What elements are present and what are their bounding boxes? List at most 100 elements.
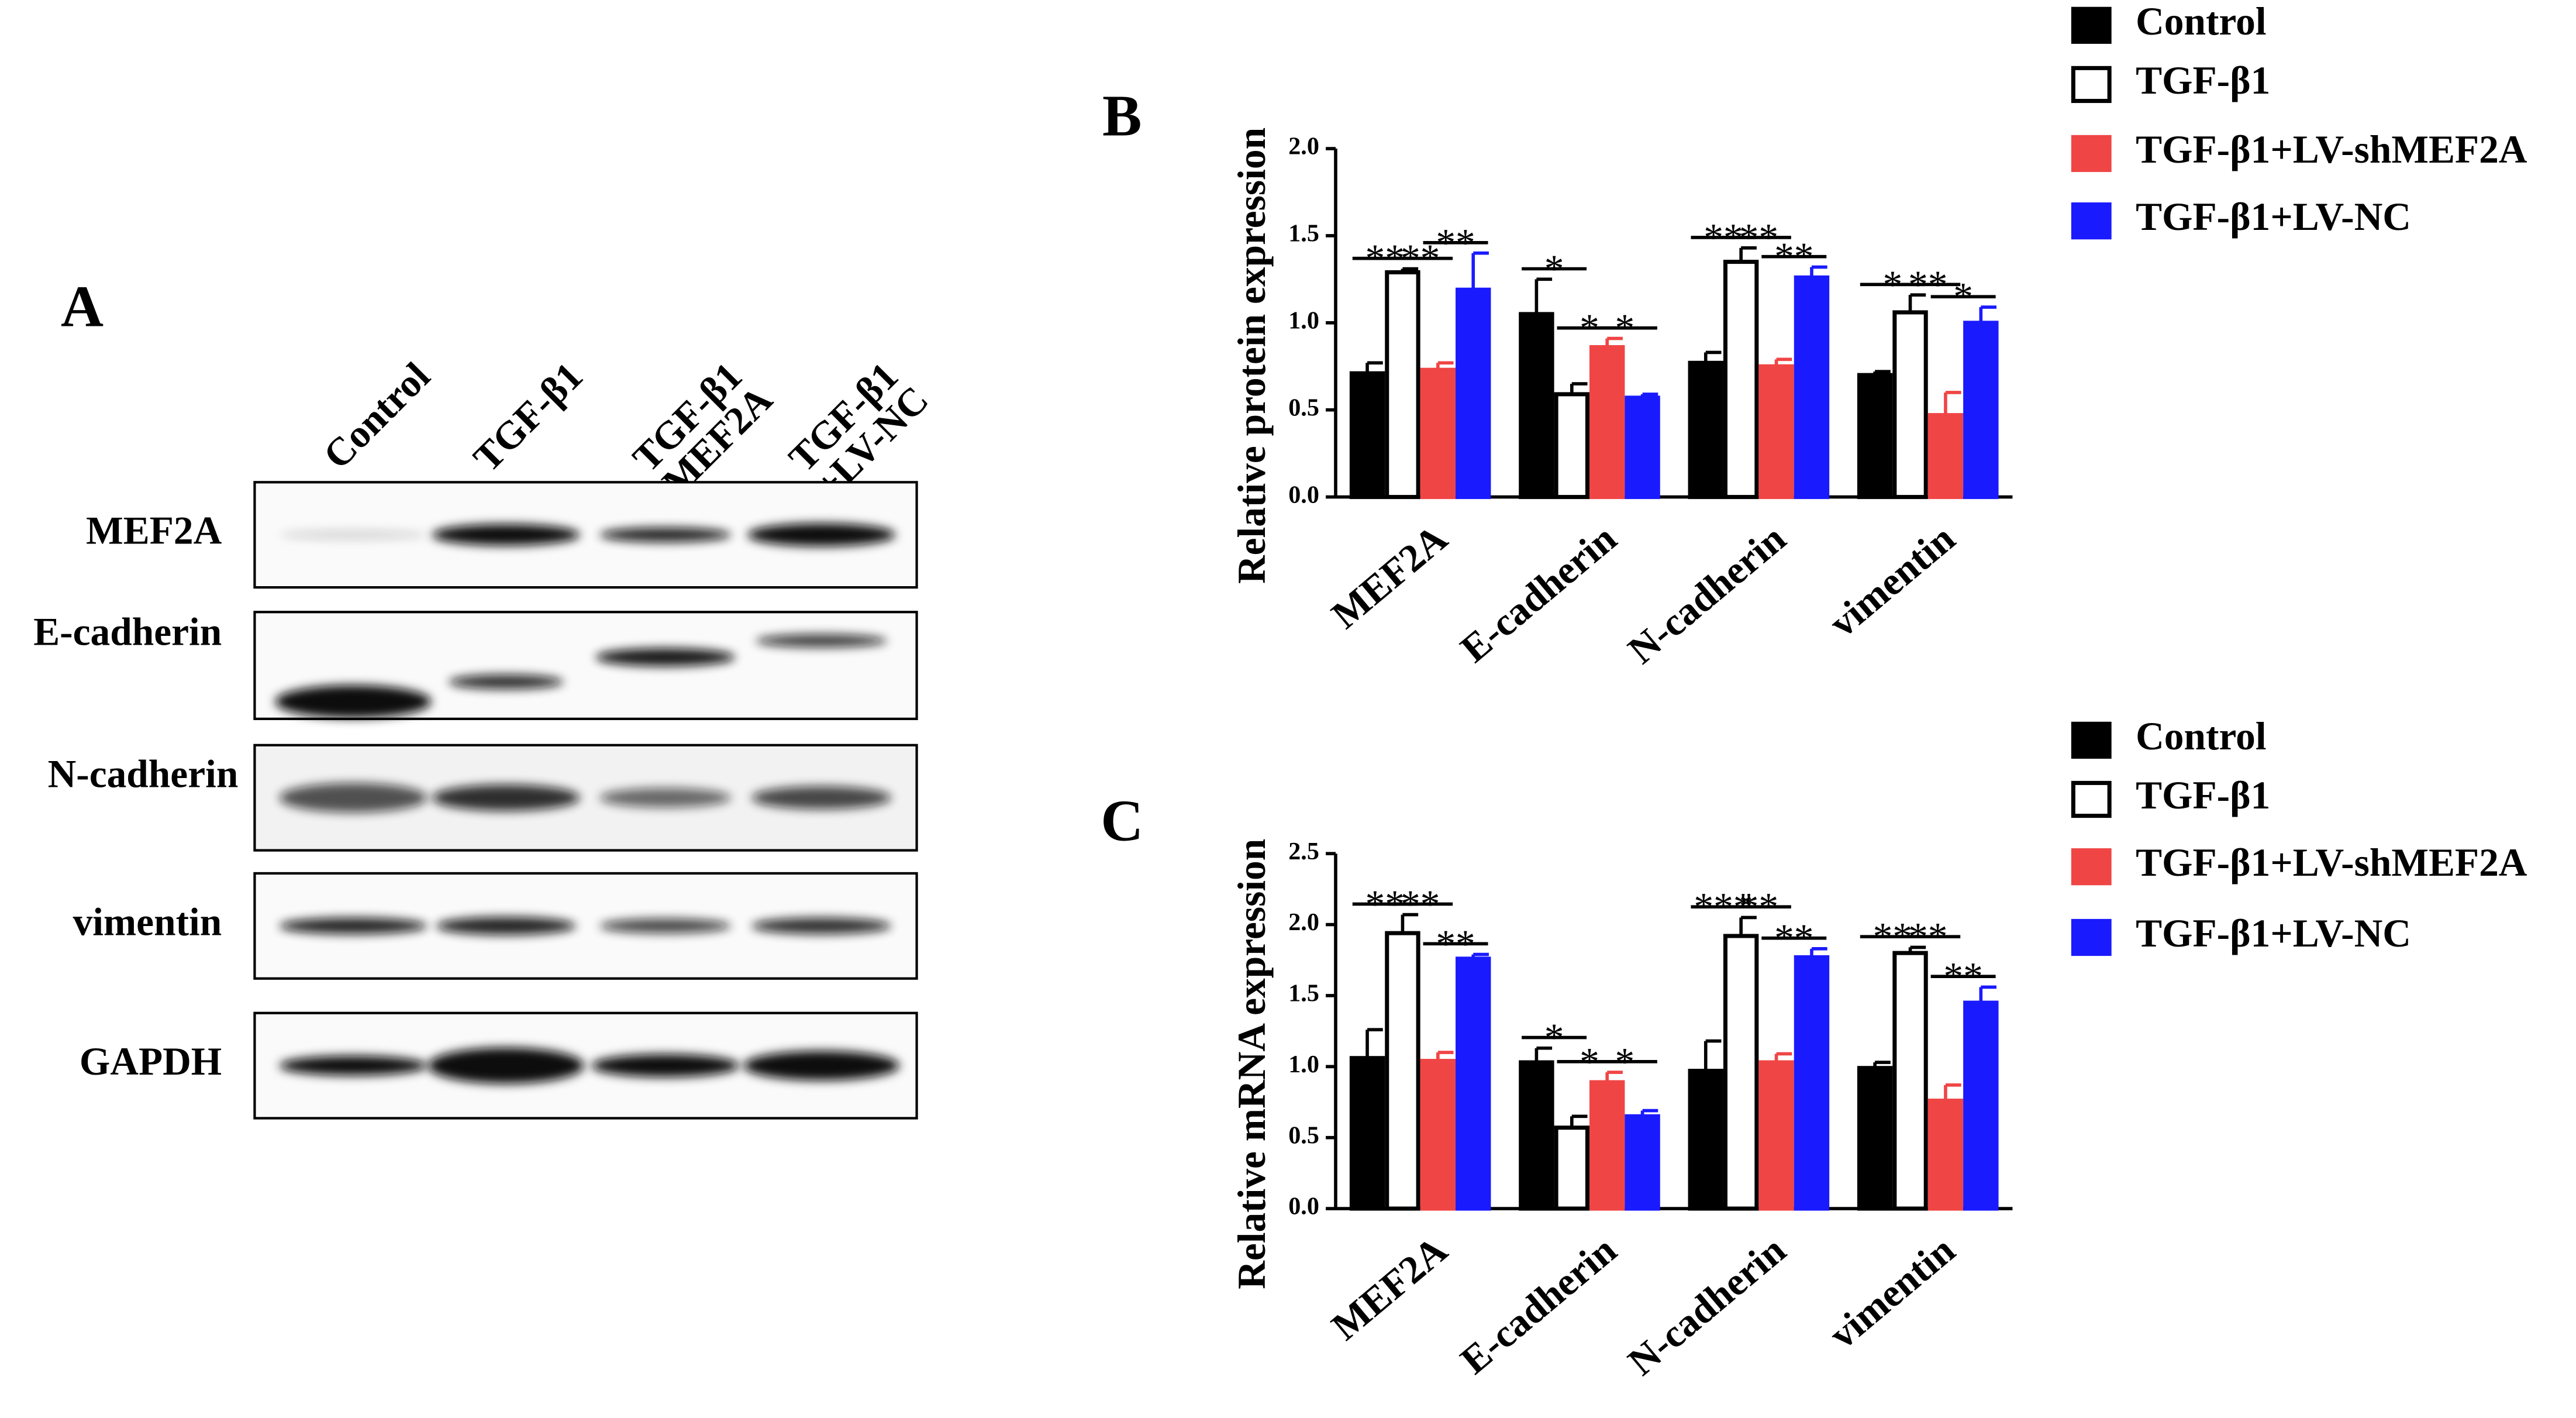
blot-band (279, 529, 427, 540)
row-label: vimentin (73, 900, 222, 944)
y-tick-label: 1.0 (1288, 307, 1319, 334)
bar (1794, 275, 1830, 500)
blot-band (279, 1055, 427, 1076)
significance-label: * (1544, 1016, 1564, 1059)
bar (1927, 1099, 1964, 1211)
legend-label: Control (2136, 0, 2266, 43)
blot-band (595, 648, 736, 666)
legend-swatch (2071, 721, 2112, 759)
significance-label: ** (1774, 235, 1813, 278)
blot-band (427, 1047, 584, 1084)
y-tick-label: 0.0 (1288, 481, 1319, 508)
bar (1892, 310, 1928, 500)
y-tick-label: 0.5 (1288, 394, 1319, 421)
row-label: MEF2A (86, 509, 222, 553)
bar (1794, 955, 1830, 1211)
row-label: GAPDH (80, 1040, 222, 1083)
blot-band (432, 784, 580, 811)
bar (1385, 931, 1420, 1211)
blot-band (436, 917, 576, 935)
legend-swatch (2071, 848, 2112, 886)
significance-label: ** (1739, 885, 1778, 929)
blot-band (747, 523, 896, 546)
blot-band (432, 524, 580, 546)
bar (1456, 956, 1491, 1211)
y-axis-title: Relative protein expression (1230, 128, 1274, 584)
significance-label: ** (1739, 215, 1778, 259)
bar (1927, 413, 1964, 500)
bar (1758, 364, 1794, 500)
y-tick-label: 2.5 (1288, 838, 1319, 865)
significance-label: ** (1436, 922, 1475, 966)
panel-label: B (1102, 83, 1142, 149)
blot-band (599, 787, 732, 808)
bar (1758, 1060, 1794, 1211)
panel-label: A (61, 273, 104, 339)
blot-band (279, 917, 427, 934)
legend-label: TGF-β1+LV-NC (2136, 195, 2411, 239)
blot-band (743, 1051, 900, 1080)
legend-label: TGF-β1+LV-shMEF2A (2136, 128, 2527, 171)
bar (1723, 934, 1759, 1211)
legend-swatch (2071, 66, 2112, 104)
bar (1963, 1000, 1999, 1211)
bar (1625, 1114, 1660, 1211)
bar (1857, 1066, 1893, 1211)
legend-label: TGF-β1 (2136, 773, 2270, 817)
y-tick-label: 1.0 (1288, 1051, 1319, 1078)
legend-label: TGF-β1+LV-shMEF2A (2136, 841, 2527, 884)
legend-swatch (2071, 6, 2112, 44)
panel-label: C (1101, 788, 1143, 853)
legend-label: TGF-β1+LV-NC (2136, 911, 2411, 955)
bar (1857, 373, 1893, 500)
row-label: N-cadherin (48, 752, 239, 796)
blot-band (756, 634, 888, 648)
significance-label: ** (1908, 263, 1947, 307)
y-tick-label: 2.0 (1288, 908, 1319, 936)
significance-label: * (1544, 247, 1564, 291)
blot-band (599, 918, 732, 934)
blot-band (279, 783, 427, 813)
blot-band (275, 685, 432, 718)
bar (1349, 371, 1385, 500)
legend-swatch (2071, 918, 2112, 956)
bar (1456, 287, 1491, 500)
significance-label: ** (1774, 916, 1813, 960)
bar (1688, 1069, 1723, 1211)
y-axis-title: Relative mRNA expression (1230, 839, 1274, 1289)
bar (1625, 395, 1660, 500)
bar (1420, 367, 1456, 500)
bar (1385, 270, 1420, 500)
significance-label: ** (1401, 882, 1440, 926)
significance-label: ** (1908, 915, 1947, 959)
bar (1420, 1059, 1456, 1211)
bar (1589, 1080, 1625, 1211)
y-tick-label: 1.5 (1288, 220, 1319, 247)
legend-label: TGF-β1 (2136, 58, 2270, 102)
legend-label: Control (2136, 714, 2266, 758)
legend-swatch (2071, 135, 2112, 173)
y-tick-label: 0.5 (1288, 1121, 1319, 1149)
y-tick-label: 2.0 (1288, 133, 1319, 160)
bar (1688, 360, 1723, 500)
row-label: E-cadherin (33, 610, 222, 653)
legend-swatch (2071, 780, 2112, 818)
y-tick-label: 0.0 (1288, 1193, 1319, 1220)
bar (1723, 260, 1759, 500)
bar (1519, 1060, 1554, 1211)
bar (1554, 392, 1590, 500)
significance-label: * (1615, 306, 1635, 350)
significance-label: * (1615, 1040, 1635, 1083)
bar (1892, 951, 1928, 1211)
significance-label: ** (1943, 955, 1982, 999)
bar (1589, 345, 1625, 500)
bar (1519, 312, 1554, 500)
blot-band (751, 917, 892, 934)
bar (1963, 321, 1999, 500)
significance-label: * (1953, 275, 1973, 319)
significance-label: ** (1436, 221, 1475, 264)
legend-swatch (2071, 202, 2112, 240)
